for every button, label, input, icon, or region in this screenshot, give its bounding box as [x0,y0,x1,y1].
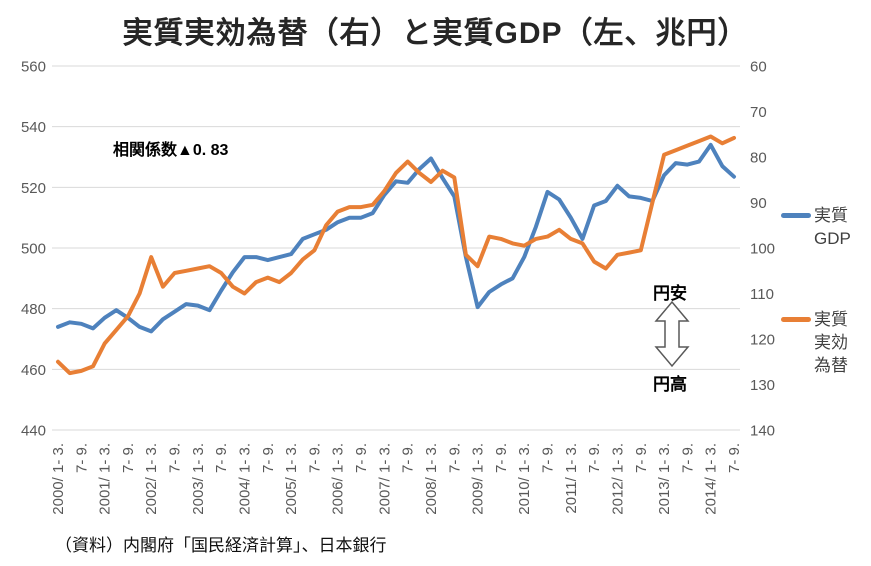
legend-item-fx: 実質 実効 為替 [781,308,848,377]
fx-legend-label: 実質 実効 為替 [814,308,848,377]
source-note: （資料）内閣府「国民経済計算」、日本銀行 [55,536,387,555]
left-axis-tick: 540 [21,119,46,136]
x-axis-tick: 7- 9. [306,443,323,473]
right-axis-tick-labels: 60 70 80 90 100 110 120 130 140 [750,59,775,440]
x-axis-tick: 7- 9. [213,443,230,473]
left-axis-tick: 500 [21,241,46,258]
x-axis-tick: 2013/ 1- 3. [656,443,673,515]
gdp-legend-line2: GDP [814,229,851,248]
x-axis-tick: 2007/ 1- 3. [376,443,393,515]
x-axis-tick: 2009/ 1- 3. [470,443,487,515]
x-axis-tick: 2011/ 1- 3. [563,443,580,514]
x-axis-tick: 2002/ 1- 3. [143,443,160,515]
x-axis-tick: 7- 9. [260,443,277,473]
x-axis-tick: 2005/ 1- 3. [283,443,300,515]
series-lines [56,134,736,376]
x-axis-tick: 2014/ 1- 3. [703,443,720,515]
right-axis-tick: 130 [750,377,775,394]
x-axis-tick: 2012/ 1- 3. [609,443,626,515]
yen-weak-label: 円安 [653,284,687,303]
right-axis-tick: 90 [750,195,767,212]
x-axis-tick: 2006/ 1- 3. [330,443,347,515]
left-axis-tick: 460 [21,362,46,379]
gdp-legend-swatch [781,213,811,218]
x-axis-tick: 7- 9. [633,443,650,473]
legend-item-gdp: 実質 GDP [781,204,851,250]
yen-strong-label: 円高 [653,375,687,394]
x-axis-tick: 2003/ 1- 3. [190,443,207,515]
correlation-annotation: 相関係数▲0. 83 [113,142,229,159]
left-axis-tick: 440 [21,423,46,440]
right-axis-tick: 100 [750,241,775,258]
x-axis-tick: 7- 9. [400,443,417,473]
gridlines [52,65,740,431]
x-axis-tick: 2008/ 1- 3. [423,443,440,515]
gdp-legend-line1: 実質 [814,206,848,225]
x-axis-tick: 7- 9. [446,443,463,473]
x-axis-tick: 2000/ 1- 3. [50,443,67,515]
x-axis-tick: 7- 9. [120,443,137,473]
x-axis-tick-labels: 2000/ 1- 3. 7- 9. 2001/ 1- 3. 7- 9. 2002/ 1-… [50,443,743,515]
right-axis-tick: 60 [750,59,767,76]
gdp-legend-label: 実質 GDP [814,204,851,250]
x-axis-tick: 7- 9. [493,443,510,473]
x-axis-tick: 7- 9. [586,443,603,473]
right-axis-tick: 120 [750,332,775,349]
left-axis-tick: 520 [21,180,46,197]
right-axis-tick: 80 [750,150,767,167]
chart-title: 実質実効為替（右）と実質GDP（左、兆円） [122,17,749,50]
x-axis-tick: 7- 9. [540,443,557,473]
x-axis-tick: 7- 9. [167,443,184,473]
fx-legend-line2: 実効 [814,333,848,352]
x-axis-tick: 7- 9. [679,443,696,473]
x-axis-tick: 7- 9. [73,443,90,473]
x-axis-tick: 2010/ 1- 3. [516,443,533,515]
x-axis-tick: 2001/ 1- 3. [97,443,114,515]
right-axis-tick: 70 [750,104,767,121]
fx-legend-line1: 実質 [814,310,848,329]
fx-legend-line3: 為替 [814,356,848,375]
fx-legend-swatch [781,317,811,322]
x-axis-tick: 7- 9. [353,443,370,473]
left-axis-tick: 560 [21,59,46,76]
x-axis-tick: 7- 9. [726,443,743,473]
fx-line [56,134,736,376]
right-axis-tick: 140 [750,423,775,440]
yen-direction-arrow-icon [654,300,690,368]
x-axis-tick: 2004/ 1- 3. [236,443,253,515]
left-axis-tick-labels: 560 540 520 500 480 460 440 [21,59,46,440]
right-axis-tick: 110 [750,286,774,303]
left-axis-tick: 480 [21,301,46,318]
gdp-line [56,142,736,334]
